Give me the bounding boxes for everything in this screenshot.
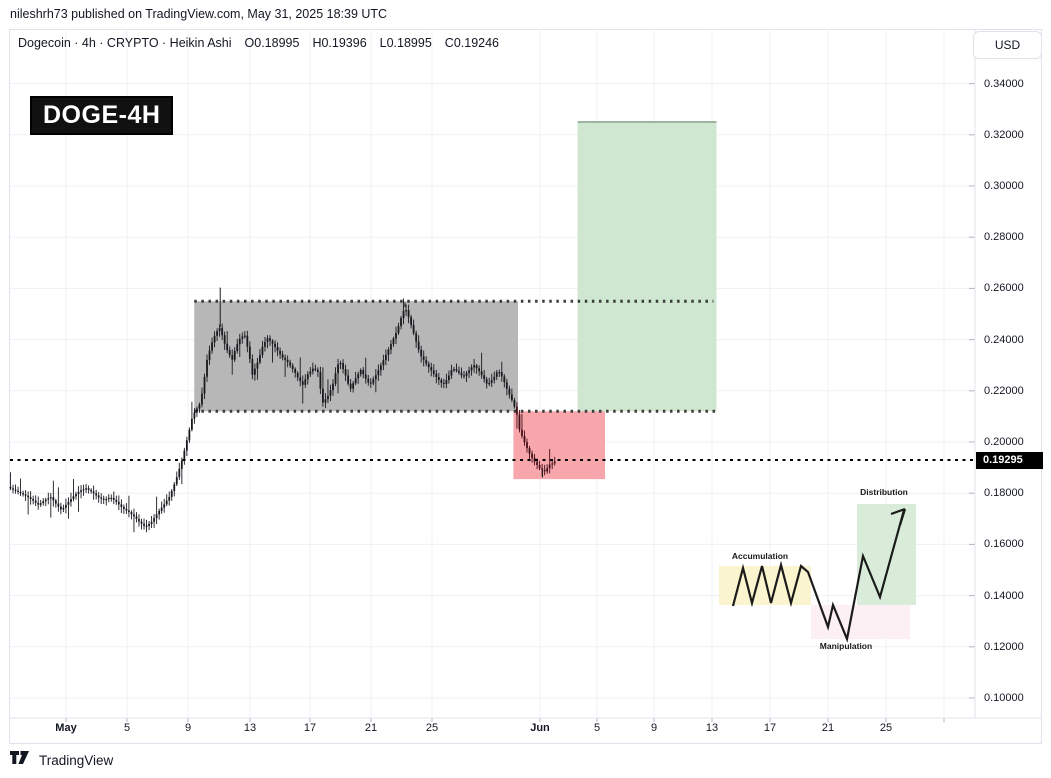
- price-axis-label: 0.26000: [984, 282, 1024, 295]
- current-price-label: 0.19295: [976, 451, 1043, 469]
- ohlc-high: H0.19396: [312, 36, 367, 50]
- chart-title-badge: DOGE-4H: [30, 96, 174, 135]
- chart-frame: [9, 29, 1042, 744]
- time-axis-label: 5: [123, 722, 131, 734]
- symbol-title: Dogecoin · 4h · CRYPTO · Heikin Ashi: [18, 36, 232, 50]
- time-axis-label: May: [55, 722, 77, 734]
- ohlc-open: O0.18995: [244, 36, 300, 50]
- time-axis-label: 9: [184, 722, 192, 734]
- tradingview-attribution[interactable]: TradingView: [10, 750, 113, 771]
- distribution-label: Distribution: [860, 487, 908, 497]
- time-axis-label: 21: [821, 722, 835, 734]
- ohlc-close: C0.19246: [444, 36, 500, 50]
- price-axis-label: 0.24000: [984, 333, 1024, 346]
- time-axis-label: 17: [303, 722, 317, 734]
- price-axis-label: 0.30000: [984, 180, 1024, 192]
- currency-toggle-button[interactable]: USD: [973, 31, 1042, 59]
- price-axis-label: 0.34000: [984, 77, 1024, 90]
- price-axis-label: 0.12000: [984, 640, 1024, 653]
- price-axis-label: 0.20000: [984, 436, 1024, 448]
- time-axis-label: 25: [879, 722, 893, 734]
- manipulation-label: Manipulation: [819, 641, 873, 651]
- time-axis-label: 17: [763, 722, 777, 734]
- price-axis-label: 0.28000: [984, 231, 1024, 244]
- tradingview-logo-icon: [10, 750, 32, 771]
- time-axis-label: 5: [593, 722, 601, 734]
- chart-legend: Dogecoin · 4h · CRYPTO · Heikin Ashi O0.…: [18, 36, 499, 50]
- tradingview-brand-text: TradingView: [39, 753, 114, 768]
- price-axis-label: 0.16000: [984, 538, 1024, 551]
- time-axis-label: 13: [705, 722, 719, 734]
- time-axis-label: 25: [425, 722, 439, 734]
- price-axis-label: 0.18000: [984, 487, 1024, 500]
- time-axis-label: 21: [364, 722, 378, 734]
- accumulation-label: Accumulation: [731, 551, 789, 561]
- price-axis-label: 0.32000: [984, 128, 1024, 141]
- price-axis-label: 0.14000: [984, 589, 1024, 602]
- price-axis-label: 0.22000: [984, 384, 1024, 397]
- time-axis-label: Jun: [530, 722, 550, 734]
- ohlc-low: L0.18995: [379, 36, 432, 50]
- time-axis-label: 13: [243, 722, 257, 734]
- price-axis-label: 0.10000: [984, 692, 1024, 704]
- time-axis-label: 9: [650, 722, 658, 734]
- attribution-text: nileshrh73 published on TradingView.com,…: [10, 7, 388, 21]
